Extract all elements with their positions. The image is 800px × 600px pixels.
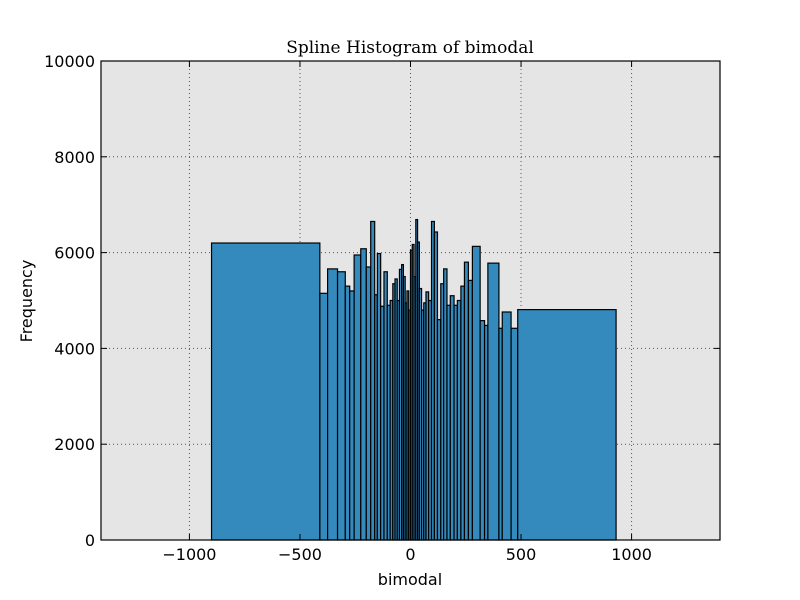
x-tick-label: 1000 [611,545,652,564]
y-tick-label: 4000 [54,339,95,358]
axis-ticks [101,60,720,541]
histogram-bar [479,320,486,541]
y-tick-label: 2000 [54,435,95,454]
histogram-bar [501,311,512,541]
histogram-bar [510,327,519,541]
histogram-bar [326,268,339,541]
histogram-bar [349,290,355,541]
y-tick-label: 0 [85,531,95,550]
histogram-bar [344,285,351,541]
histogram-bar [353,254,362,541]
histogram-bar [365,266,372,541]
y-tick-labels: 0 2000 4000 6000 8000 10000 [44,52,95,550]
x-tick-label: −500 [278,545,322,564]
x-tick-label: −1000 [162,545,216,564]
chart-title: Spline Histogram of bimodal [286,38,534,58]
histogram-bar [487,262,500,541]
y-axis-label: Frequency [17,260,36,343]
histogram-bar [210,242,321,541]
x-axis-label: bimodal [378,570,442,589]
x-tick-labels: −1000 −500 0 500 1000 [162,545,652,564]
x-tick-label: 500 [506,545,537,564]
histogram-bar [471,245,481,541]
histogram-bar [517,309,617,541]
y-tick-label: 10000 [44,52,95,71]
histogram-bar [319,292,329,541]
histogram-bars [210,218,617,541]
histogram-bar [336,271,346,541]
y-tick-label: 6000 [54,244,95,263]
y-tick-label: 8000 [54,148,95,167]
histogram-bar [360,248,367,541]
x-tick-label: 0 [405,545,415,564]
